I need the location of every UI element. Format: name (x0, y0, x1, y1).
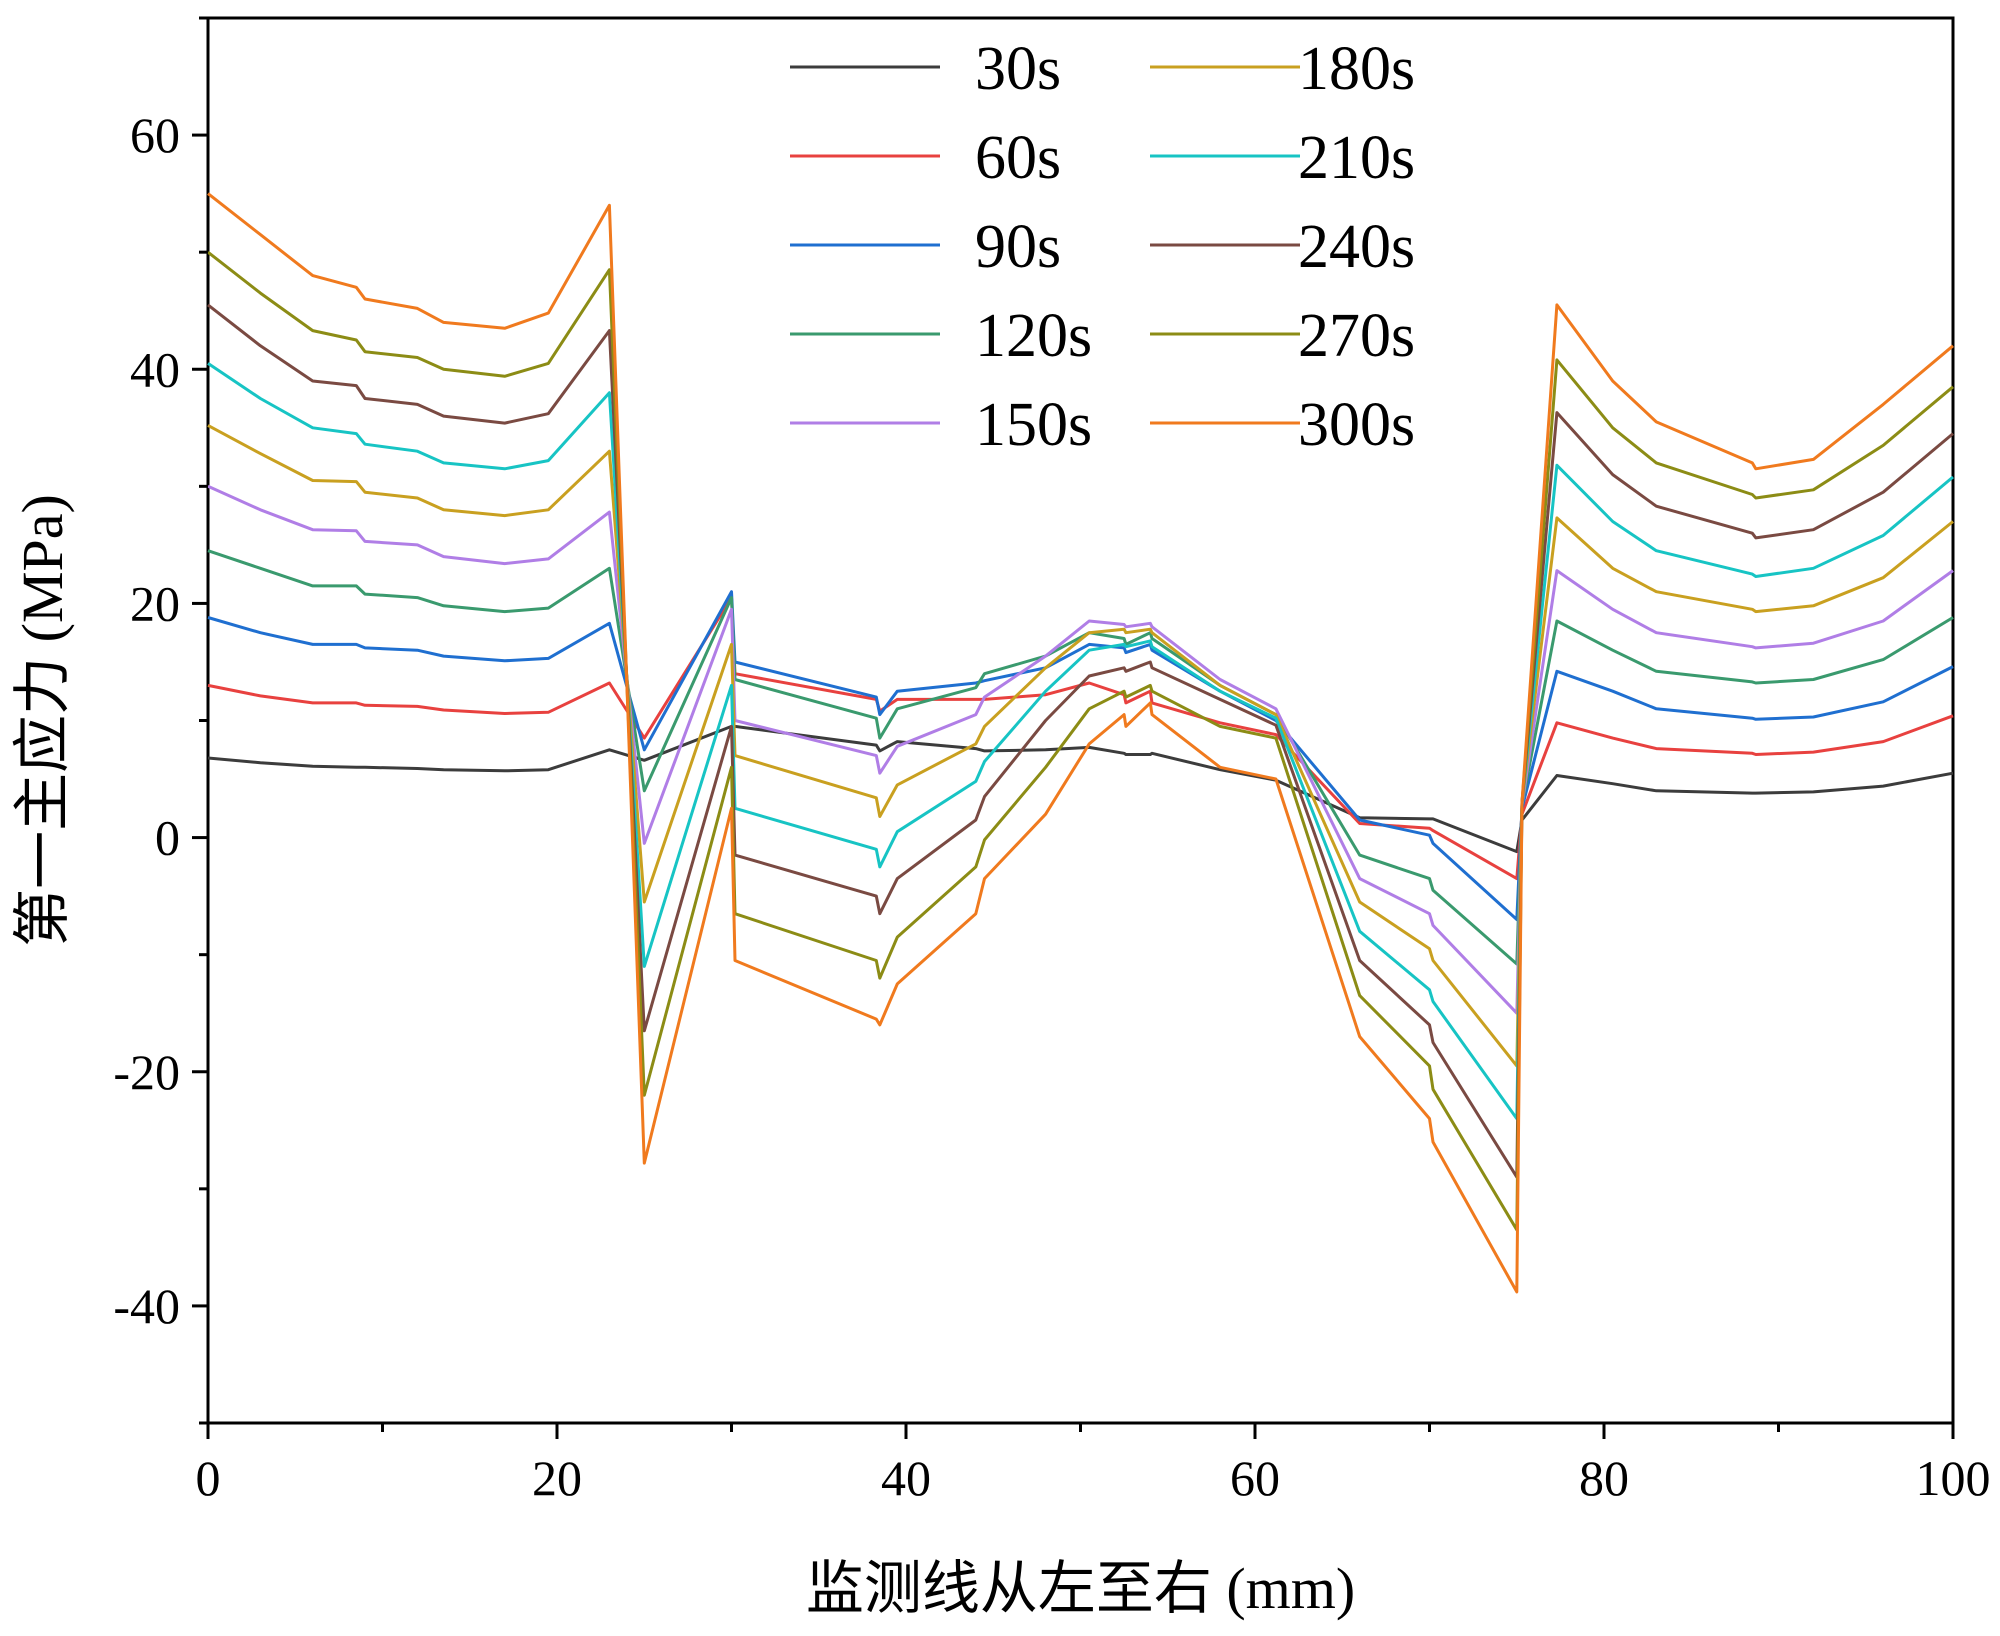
x-tick-label-60: 60 (1230, 1450, 1280, 1506)
series-line-300s (207, 192, 1954, 1294)
legend-label-270s: 270s (1298, 302, 1415, 370)
y-tick-label-20: 20 (130, 575, 180, 631)
y-tick-label-40: 40 (130, 341, 180, 397)
y-axis-title: 第一主应力 (MPa) (10, 494, 75, 947)
y-tick-label--20: -20 (113, 1044, 180, 1100)
x-tick-label-100: 100 (1916, 1450, 1991, 1506)
series-line-270s (207, 251, 1954, 1232)
legend-label-60s: 60s (975, 124, 1061, 192)
x-tick-label-20: 20 (532, 1450, 582, 1506)
ticks-layer: 0 20 40 60 80 100 -40 -20 0 20 40 60 (113, 16, 1991, 1506)
x-tick-label-40: 40 (881, 1450, 931, 1506)
legend-label-180s: 180s (1298, 35, 1415, 103)
x-tick-label-80: 80 (1579, 1450, 1629, 1506)
y-tick-label-0: 0 (155, 810, 180, 866)
series-layer (207, 192, 1954, 1294)
series-line-60s (207, 596, 1954, 881)
x-axis-title: 监测线从左至右 (mm) (806, 1556, 1355, 1621)
y-tick-label-60: 60 (130, 107, 180, 163)
series-line-210s (207, 362, 1954, 1121)
legend-label-240s: 240s (1298, 213, 1415, 281)
legend-label-150s: 150s (975, 391, 1092, 459)
x-tick-label-0: 0 (196, 1450, 221, 1506)
y-tick-label--40: -40 (113, 1278, 180, 1334)
legend-label-120s: 120s (975, 302, 1092, 370)
legend-label-30s: 30s (975, 35, 1061, 103)
series-line-30s (207, 724, 1954, 854)
series-line-180s (207, 424, 1954, 1068)
series-line-90s (207, 590, 1954, 921)
legend-label-210s: 210s (1298, 124, 1415, 192)
series-line-240s (207, 303, 1954, 1179)
legend: 30s 60s 90s 120s 150s 180s 210s 240s 270s 300s (790, 35, 1415, 459)
legend-label-90s: 90s (975, 213, 1061, 281)
series-line-150s (207, 484, 1954, 1015)
legend-label-300s: 300s (1298, 391, 1415, 459)
